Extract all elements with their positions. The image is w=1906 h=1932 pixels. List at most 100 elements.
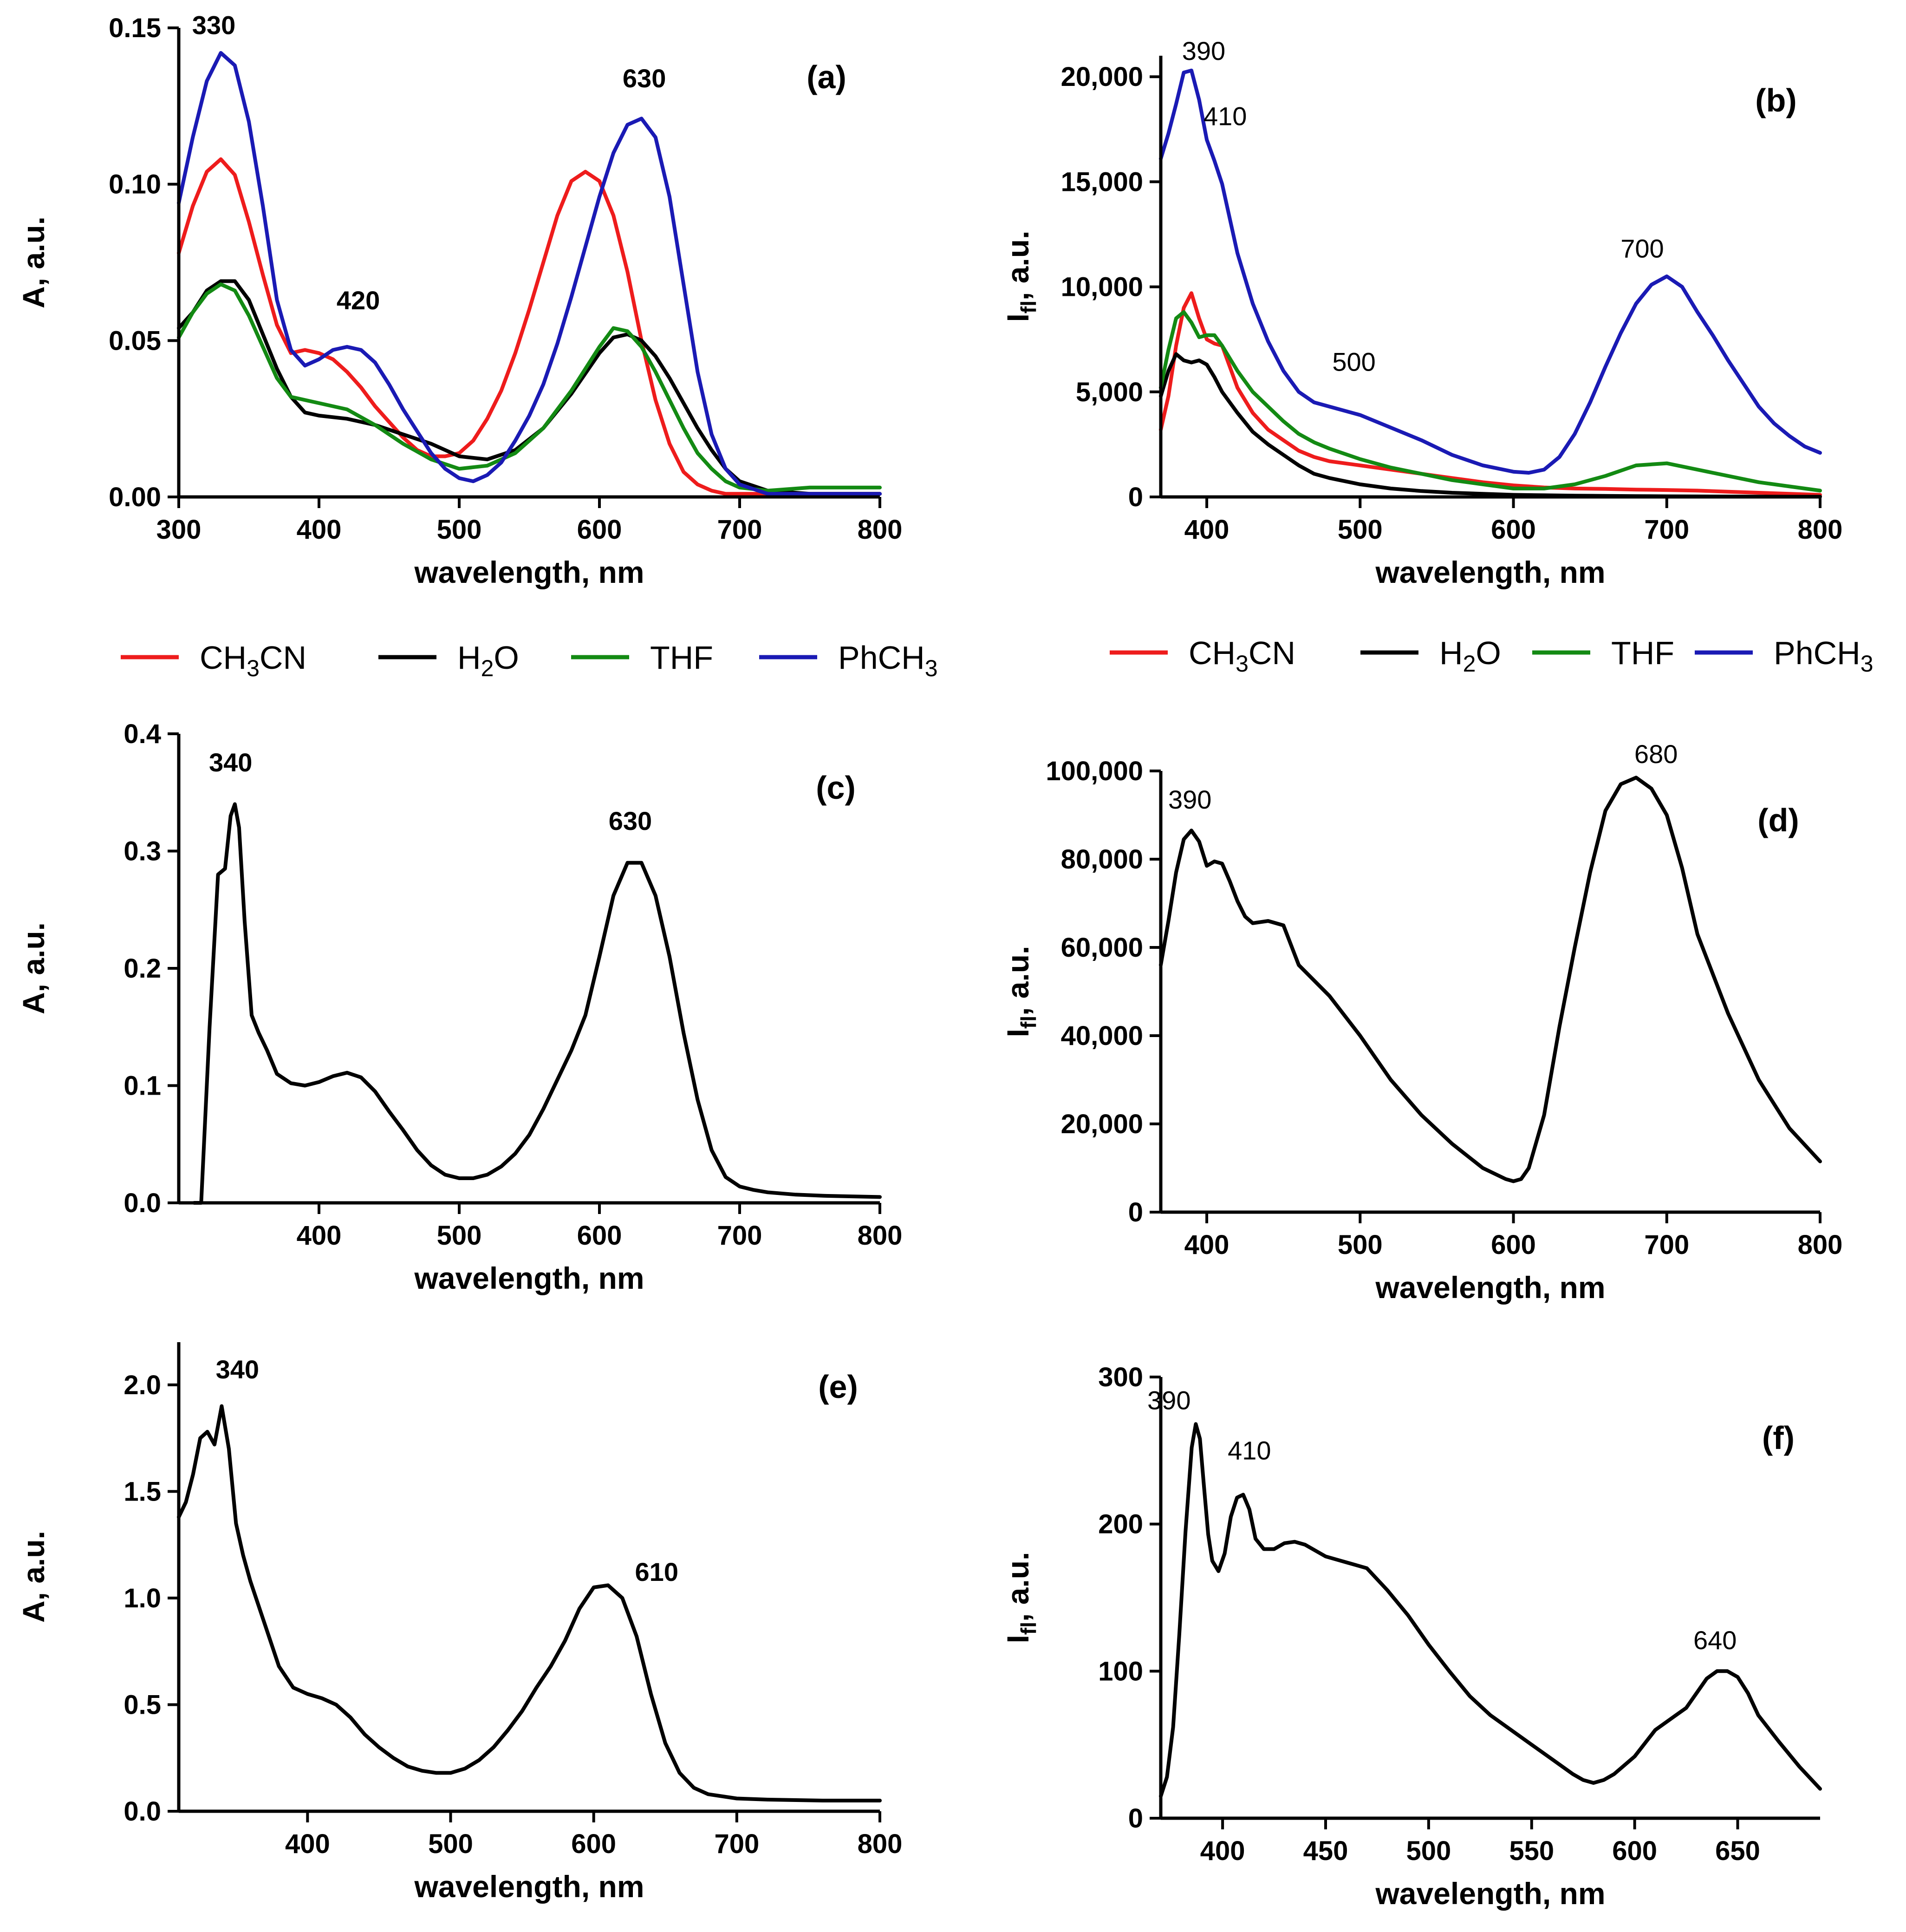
series-CH3CN-line [177,157,882,496]
x-tick-label: 450 [1303,1836,1348,1866]
x-tick-label: 400 [1184,515,1229,545]
peak-annotation: 390 [1182,36,1225,65]
peak-annotation: 680 [1634,739,1678,769]
panel-d: 400 500 600 700 800 0 20,000 40,000 60,000 80,000… [1001,739,1842,1305]
series-H2O-line [192,802,882,1205]
y-tick-label: 100,000 [1046,756,1143,786]
x-tick-label: 500 [437,1221,482,1251]
legend-left: CH3CN H2O THF PhCH3 [121,640,938,681]
peak-annotation: 630 [623,64,666,93]
y-axis-title: Ifl, a.u. [1001,231,1041,322]
panel-label: (d) [1757,802,1799,838]
legend-label-THF: THF [650,640,713,676]
x-tick-label: 800 [858,1221,903,1251]
panel-b: 400 500 600 700 800 0 5,000 10,000 15,000 20,000 w… [1001,36,1842,589]
x-tick-label: 600 [1612,1836,1657,1866]
y-tick-label: 0.0 [124,1188,161,1218]
y-tick-label: 1.0 [124,1583,161,1613]
y-tick-label: 20,000 [1061,1109,1143,1139]
y-tick-label: 300 [1098,1362,1143,1392]
legend-right: CH3CN H2O THF PhCH3 [1110,635,1873,677]
legend-label-H2O: H2O [1439,635,1501,677]
x-tick-label: 800 [858,515,903,545]
y-tick-label: 0.15 [109,13,161,43]
x-tick-label: 550 [1509,1836,1554,1866]
y-tick-label: 0.2 [124,953,161,984]
y-axis-title: Ifl, a.u. [1001,946,1041,1038]
x-tick-label: 300 [156,515,202,545]
x-tick-label: 600 [1491,1230,1536,1260]
y-tick-label: 100 [1098,1656,1143,1686]
y-tick-label: 200 [1098,1509,1143,1540]
x-axis-title: wavelength, nm [414,555,644,589]
x-tick-label: 400 [1184,1230,1229,1260]
panel-a: 300 400 500 600 700 800 0.00 0.05 0.10 0.15 wavele… [16,10,902,589]
panel-label: (f) [1762,1420,1795,1456]
series-PhCH3-line [177,51,882,496]
series-CH3CN-line [1159,291,1822,497]
legend-label-CH3CN: CH3CN [1189,635,1295,677]
x-axis-title: wavelength, nm [1375,1270,1605,1305]
legend-label-CH3CN: CH3CN [200,640,306,681]
series-H2O-line [1159,776,1822,1183]
y-tick-label: 10,000 [1061,272,1143,302]
series-H2O-line [177,279,882,496]
x-tick-label: 700 [717,1221,762,1251]
x-tick-label: 600 [577,515,622,545]
x-tick-label: 800 [858,1829,903,1859]
series-H2O-line [177,1404,882,1802]
peak-annotation: 410 [1228,1436,1271,1465]
y-tick-label: 0.5 [124,1690,161,1720]
x-tick-label: 700 [1644,515,1689,545]
x-tick-label: 400 [297,515,342,545]
y-tick-label: 0.1 [124,1071,161,1101]
x-tick-label: 700 [714,1829,759,1859]
peak-annotation: 390 [1147,1386,1190,1415]
y-tick-label: 1.5 [124,1476,161,1507]
y-axis-title: Ifl, a.u. [1001,1552,1041,1644]
peak-annotation: 340 [209,748,252,777]
y-tick-label: 2.0 [124,1370,161,1400]
x-tick-label: 650 [1715,1836,1760,1866]
y-tick-label: 0 [1128,1803,1143,1834]
x-tick-label: 700 [1644,1230,1689,1260]
y-tick-label: 0.0 [124,1796,161,1827]
y-tick-label: 0.4 [124,719,161,749]
x-tick-label: 600 [1491,515,1536,545]
y-axis-title: A, a.u. [16,1531,51,1623]
y-tick-label: 20,000 [1061,62,1143,92]
y-tick-label: 60,000 [1061,933,1143,963]
x-tick-label: 600 [571,1829,616,1859]
peak-annotation: 700 [1620,234,1664,263]
y-tick-label: 0.00 [109,482,161,512]
x-tick-label: 600 [577,1221,622,1251]
y-axis-title: A, a.u. [16,922,51,1014]
y-tick-label: 80,000 [1061,844,1143,875]
x-tick-label: 500 [428,1829,473,1859]
panel-label: (b) [1755,82,1796,118]
x-axis-title: wavelength, nm [1375,555,1605,589]
x-tick-label: 400 [285,1829,330,1859]
x-tick-label: 400 [1200,1836,1245,1866]
legend-label-THF: THF [1611,635,1674,671]
x-tick-label: 500 [1338,1230,1383,1260]
peak-annotation: 640 [1693,1625,1737,1655]
y-axis-title: A, a.u. [16,216,51,308]
y-tick-label: 0 [1128,482,1143,512]
y-tick-label: 0.3 [124,836,161,867]
peak-annotation: 330 [192,10,235,39]
panel-label: (e) [818,1369,858,1405]
panel-f: 400 450 500 550 600 650 0 100 200 300 wavelength, … [1001,1362,1822,1911]
y-tick-label: 0.05 [109,326,161,356]
peak-annotation: 340 [216,1355,259,1384]
peak-annotation: 410 [1203,101,1247,131]
legend-label-PhCH3: PhCH3 [838,640,938,681]
legend-label-PhCH3: PhCH3 [1774,635,1873,677]
x-tick-label: 800 [1798,515,1843,545]
y-tick-label: 0.10 [109,170,161,200]
x-tick-label: 500 [1406,1836,1451,1866]
peak-annotation: 500 [1332,347,1375,377]
peak-annotation: 390 [1168,785,1211,814]
panel-label: (a) [807,59,846,95]
